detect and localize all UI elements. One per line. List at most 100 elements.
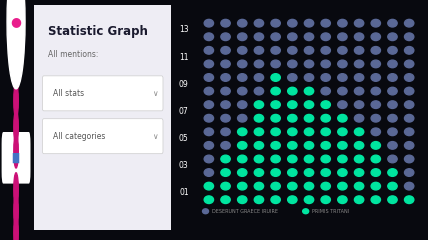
Text: All mentions:: All mentions: <box>48 50 98 59</box>
Circle shape <box>371 60 380 68</box>
Circle shape <box>304 142 314 149</box>
Circle shape <box>404 33 414 41</box>
Circle shape <box>304 182 314 190</box>
Circle shape <box>288 33 297 41</box>
Text: ∨: ∨ <box>152 132 158 141</box>
Circle shape <box>371 142 380 149</box>
Circle shape <box>204 169 214 176</box>
Circle shape <box>338 169 347 176</box>
Circle shape <box>238 33 247 41</box>
Circle shape <box>338 128 347 136</box>
Circle shape <box>254 60 264 68</box>
Circle shape <box>404 101 414 108</box>
Circle shape <box>204 33 214 41</box>
Circle shape <box>404 87 414 95</box>
Circle shape <box>221 196 230 204</box>
Circle shape <box>14 110 18 144</box>
Circle shape <box>338 182 347 190</box>
Circle shape <box>304 47 314 54</box>
Circle shape <box>288 196 297 204</box>
Circle shape <box>388 142 397 149</box>
Circle shape <box>338 155 347 163</box>
Circle shape <box>221 114 230 122</box>
Circle shape <box>321 114 330 122</box>
Circle shape <box>288 60 297 68</box>
Circle shape <box>204 114 214 122</box>
Circle shape <box>14 216 18 240</box>
Circle shape <box>238 182 247 190</box>
Circle shape <box>14 194 18 228</box>
Circle shape <box>388 101 397 108</box>
Circle shape <box>304 19 314 27</box>
Circle shape <box>354 182 364 190</box>
Circle shape <box>271 47 280 54</box>
Circle shape <box>238 155 247 163</box>
Circle shape <box>304 60 314 68</box>
Circle shape <box>221 182 230 190</box>
Circle shape <box>238 60 247 68</box>
Circle shape <box>354 114 364 122</box>
Circle shape <box>288 182 297 190</box>
Circle shape <box>354 19 364 27</box>
Circle shape <box>304 155 314 163</box>
Circle shape <box>221 74 230 81</box>
Circle shape <box>338 60 347 68</box>
Circle shape <box>204 74 214 81</box>
Circle shape <box>288 128 297 136</box>
Circle shape <box>204 128 214 136</box>
Circle shape <box>238 128 247 136</box>
Text: 05: 05 <box>179 134 189 143</box>
Circle shape <box>321 128 330 136</box>
Circle shape <box>204 87 214 95</box>
Circle shape <box>221 47 230 54</box>
Circle shape <box>371 169 380 176</box>
Circle shape <box>271 60 280 68</box>
Circle shape <box>304 128 314 136</box>
FancyBboxPatch shape <box>42 76 163 111</box>
Circle shape <box>404 47 414 54</box>
Circle shape <box>371 128 380 136</box>
Circle shape <box>371 114 380 122</box>
Circle shape <box>14 173 18 206</box>
Circle shape <box>354 169 364 176</box>
Circle shape <box>371 182 380 190</box>
Circle shape <box>321 47 330 54</box>
Circle shape <box>254 169 264 176</box>
Circle shape <box>321 19 330 27</box>
Circle shape <box>404 114 414 122</box>
Circle shape <box>204 142 214 149</box>
Text: All categories: All categories <box>54 132 106 141</box>
Circle shape <box>14 34 18 67</box>
Circle shape <box>221 87 230 95</box>
Circle shape <box>388 169 397 176</box>
Circle shape <box>304 169 314 176</box>
Circle shape <box>388 87 397 95</box>
Circle shape <box>288 19 297 27</box>
Circle shape <box>288 142 297 149</box>
Circle shape <box>204 196 214 204</box>
Circle shape <box>14 60 18 94</box>
Circle shape <box>271 142 280 149</box>
Circle shape <box>254 196 264 204</box>
Text: 11: 11 <box>179 53 189 62</box>
Circle shape <box>238 142 247 149</box>
Circle shape <box>388 196 397 204</box>
Circle shape <box>388 60 397 68</box>
Circle shape <box>204 182 214 190</box>
Circle shape <box>271 101 280 108</box>
Circle shape <box>271 87 280 95</box>
Circle shape <box>371 74 380 81</box>
Text: All stats: All stats <box>54 89 85 98</box>
Circle shape <box>304 87 314 95</box>
Text: PRIMIS TRITANI: PRIMIS TRITANI <box>312 209 349 214</box>
Circle shape <box>321 87 330 95</box>
Circle shape <box>7 0 25 89</box>
Circle shape <box>321 60 330 68</box>
Circle shape <box>204 155 214 163</box>
Circle shape <box>404 74 414 81</box>
Circle shape <box>271 128 280 136</box>
Circle shape <box>321 155 330 163</box>
Circle shape <box>388 74 397 81</box>
Circle shape <box>404 142 414 149</box>
Circle shape <box>221 128 230 136</box>
